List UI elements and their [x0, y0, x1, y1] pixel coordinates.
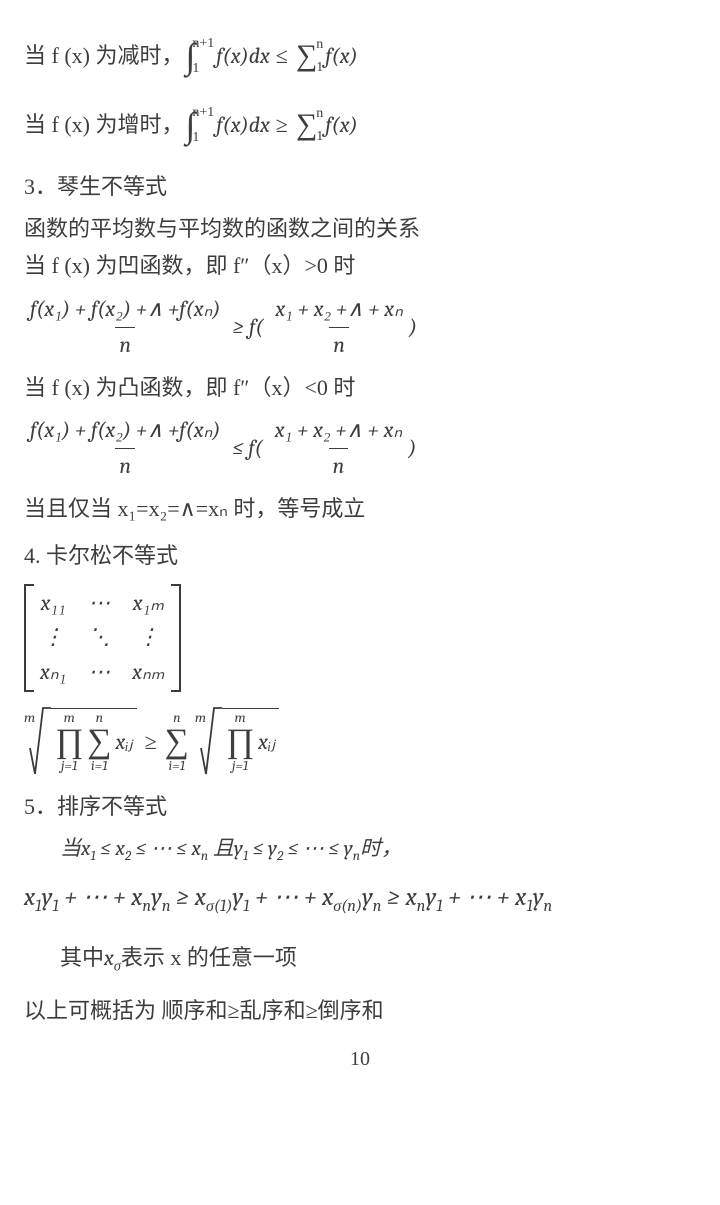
root-left: m m∏j=1 n∑i=1 xᵢⱼ	[24, 706, 137, 778]
ge-f-open: ≥ f(	[232, 312, 263, 343]
close-paren: )	[408, 433, 416, 464]
sum: ∑ n1	[296, 106, 323, 145]
summand: f(x)	[325, 41, 357, 72]
sort-inequality: x1y1 + ⋯ + xnyn ≥ xσ(1)y1 + ⋯ + xσ(n)yn …	[24, 880, 696, 919]
convex-condition: 当 f (x) 为凸函数，即 f″（x）<0 时	[24, 373, 696, 404]
page-number: 10	[24, 1045, 696, 1073]
integral: ∫ n+11	[185, 105, 214, 146]
integrand: f(x)dx	[216, 41, 270, 72]
text: 当 f (x) 为增时，	[24, 110, 183, 141]
fraction-left: f(x₁) + f(x₂) +∧ +f(xₙ) n	[26, 294, 224, 361]
sort-condition: 当x1 ≤ x2 ≤ ⋯ ≤ xn 且y1 ≤ y2 ≤ ⋯ ≤ yn时，	[60, 835, 696, 866]
le-f-open: ≤ f(	[232, 433, 262, 464]
text: 当 f (x) 为减时，	[24, 41, 183, 72]
sum: ∑ n1	[296, 37, 323, 76]
root-right: m m∏j=1 xᵢⱼ	[195, 706, 279, 778]
jensen-ge: f(x₁) + f(x₂) +∧ +f(xₙ) n ≥ f( x₁ + x₂ +…	[24, 294, 696, 361]
concave-condition: 当 f (x) 为凹函数，即 f″（x）>0 时	[24, 251, 696, 282]
summary: 以上可概括为 顺序和≥乱序和≥倒序和	[24, 996, 696, 1027]
fraction-right: x₁ + x₂ +∧ + xₙ n	[271, 415, 406, 482]
outer-sum: n∑i=1	[165, 711, 189, 773]
integrand: f(x)dx	[216, 110, 270, 141]
ge-sign: ≥	[145, 727, 157, 758]
section-5-title: 5．排序不等式	[24, 792, 696, 823]
summand: f(x)	[325, 110, 357, 141]
karlsson-inequality: m m∏j=1 n∑i=1 xᵢⱼ ≥ n∑i=1 m m∏j=1 xᵢⱼ	[24, 706, 696, 778]
section-4-title: 4. 卡尔松不等式	[24, 541, 696, 572]
fraction-left: f(x₁) + f(x₂) +∧ +f(xₙ) n	[26, 415, 224, 482]
section-3-title: 3．琴生不等式	[24, 172, 696, 203]
line-increasing: 当 f (x) 为增时， ∫ n+11 f(x)dx ≥ ∑ n1 f(x)	[24, 105, 696, 146]
jensen-le: f(x₁) + f(x₂) +∧ +f(xₙ) n ≤ f( x₁ + x₂ +…	[24, 415, 696, 482]
ge-sign: ≥	[276, 110, 288, 141]
equality-condition: 当且仅当 x₁=x₂=∧=xₙ 时，等号成立	[24, 494, 696, 525]
sigma-note: 其中xσ表示 x 的任意一项	[60, 943, 696, 976]
le-sign: ≤	[276, 41, 288, 72]
fraction-right: x₁ + x₂ +∧ + xₙ n	[271, 294, 406, 361]
section-3-desc: 函数的平均数与平均数的函数之间的关系	[24, 214, 696, 245]
matrix: x₁₁⋯x₁ₘ ⋮⋱⋮ xₙ₁⋯xₙₘ	[24, 584, 696, 692]
line-decreasing: 当 f (x) 为减时， ∫ n+11 f(x)dx ≤ ∑ n1 f(x)	[24, 36, 696, 77]
close-paren: )	[409, 312, 417, 343]
integral: ∫ n+11	[185, 36, 214, 77]
